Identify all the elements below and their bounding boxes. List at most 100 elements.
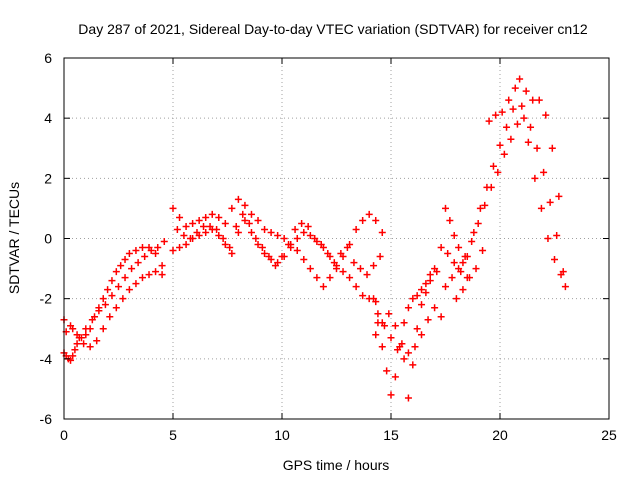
data-point-track-k	[442, 283, 449, 291]
data-point-track-d	[306, 265, 314, 273]
x-tick-label: 20	[492, 427, 508, 443]
data-point-track-a	[125, 250, 133, 258]
y-tick-label: 4	[44, 110, 52, 126]
data-point-track-c	[108, 292, 116, 300]
data-point-track-m	[446, 216, 454, 224]
data-point-track-f	[200, 222, 208, 230]
data-point-track-b	[125, 286, 133, 294]
data-point-track-c	[101, 301, 109, 309]
data-point-track-k	[487, 183, 495, 191]
data-point-track-l	[511, 84, 519, 92]
data-point-track-g	[404, 304, 412, 312]
data-point-track-c	[141, 253, 149, 261]
data-point-track-d	[293, 247, 301, 255]
data-point-track-m	[459, 259, 467, 267]
data-point-track-j	[516, 75, 524, 83]
x-tick-label: 15	[383, 427, 399, 443]
data-point-track-h	[413, 325, 421, 333]
data-point-track-i	[404, 349, 412, 357]
data-point-track-g	[383, 367, 391, 375]
data-point-track-f	[350, 259, 358, 267]
x-axis-label: GPS time / hours	[283, 457, 390, 473]
data-point-track-f	[265, 253, 273, 261]
data-point-track-c	[82, 325, 90, 333]
data-point-track-j	[450, 259, 458, 267]
data-point-track-h	[409, 361, 417, 369]
data-point-track-l	[452, 295, 460, 303]
axis-ticks	[63, 57, 610, 420]
data-point-track-l	[524, 138, 532, 146]
data-point-track-j	[503, 123, 511, 131]
data-point-track-l	[498, 108, 506, 116]
data-point-track-f	[252, 235, 260, 242]
data-point-track-k	[494, 168, 502, 176]
data-point-track-h	[404, 394, 412, 402]
data-point-track-k	[507, 135, 515, 143]
data-point-track-m	[442, 204, 449, 212]
data-point-track-e	[254, 241, 262, 249]
data-point-track-b	[132, 280, 140, 288]
data-point-track-j	[496, 141, 504, 149]
data-point-track-k	[546, 198, 554, 206]
data-point-track-h	[374, 310, 382, 318]
data-point-track-c	[134, 259, 142, 267]
data-point-track-d	[300, 256, 308, 264]
data-point-track-a	[73, 340, 81, 348]
data-point-track-f	[317, 241, 325, 249]
data-point-track-d	[195, 216, 203, 224]
data-point-track-e	[241, 216, 249, 224]
data-point-track-b	[86, 343, 94, 351]
data-point-track-a	[117, 262, 125, 270]
data-point-track-d	[189, 219, 197, 227]
data-point-track-l	[551, 256, 558, 264]
data-point-track-l	[485, 117, 493, 125]
data-point-track-f	[226, 244, 234, 252]
data-point-track-f	[219, 235, 227, 242]
y-tick-label: 2	[44, 170, 52, 186]
data-point-track-c	[95, 307, 103, 315]
data-point-track-j	[437, 244, 445, 252]
data-point-track-f	[278, 253, 286, 261]
data-point-track-c	[128, 265, 136, 273]
data-point-track-l	[472, 265, 480, 273]
data-point-track-e	[169, 247, 177, 255]
data-point-track-d	[221, 219, 229, 227]
data-point-track-m	[450, 231, 458, 239]
data-point-track-k	[500, 150, 508, 158]
data-point-track-j	[561, 283, 569, 291]
data-point-track-b	[152, 268, 160, 276]
data-point-track-g	[426, 271, 434, 279]
data-point-track-d	[352, 225, 360, 233]
data-point-track-b	[93, 337, 101, 345]
data-point-track-j	[548, 144, 556, 152]
data-point-track-i	[385, 310, 393, 318]
data-point-track-h	[418, 301, 426, 309]
data-point-track-e	[346, 274, 354, 282]
data-point-track-j	[522, 87, 530, 95]
data-point-track-d	[359, 216, 367, 224]
data-point-track-m	[463, 274, 471, 282]
data-point-track-e	[306, 231, 314, 239]
data-point-track-j	[535, 96, 543, 104]
data-point-track-b	[145, 271, 153, 279]
data-point-track-e	[261, 250, 269, 258]
data-point-track-a	[158, 262, 166, 270]
data-point-track-d	[215, 213, 223, 221]
data-point-track-i	[378, 319, 386, 327]
data-point-track-h	[433, 268, 441, 276]
data-point-track-j	[489, 162, 497, 170]
data-point-track-e	[182, 241, 190, 249]
data-point-track-g	[409, 295, 417, 303]
data-point-track-k	[540, 168, 548, 176]
data-point-track-d	[280, 235, 288, 242]
data-point-track-d	[326, 274, 334, 282]
data-point-track-e	[228, 250, 236, 258]
data-point-track-i	[411, 343, 419, 351]
data-point-track-f	[213, 225, 221, 233]
data-point-track-h	[422, 289, 430, 297]
data-point-track-f	[271, 262, 279, 270]
data-point-track-c	[160, 238, 168, 246]
data-point-track-d	[182, 222, 190, 230]
data-point-track-e	[234, 228, 242, 236]
data-point-track-a	[121, 256, 129, 264]
